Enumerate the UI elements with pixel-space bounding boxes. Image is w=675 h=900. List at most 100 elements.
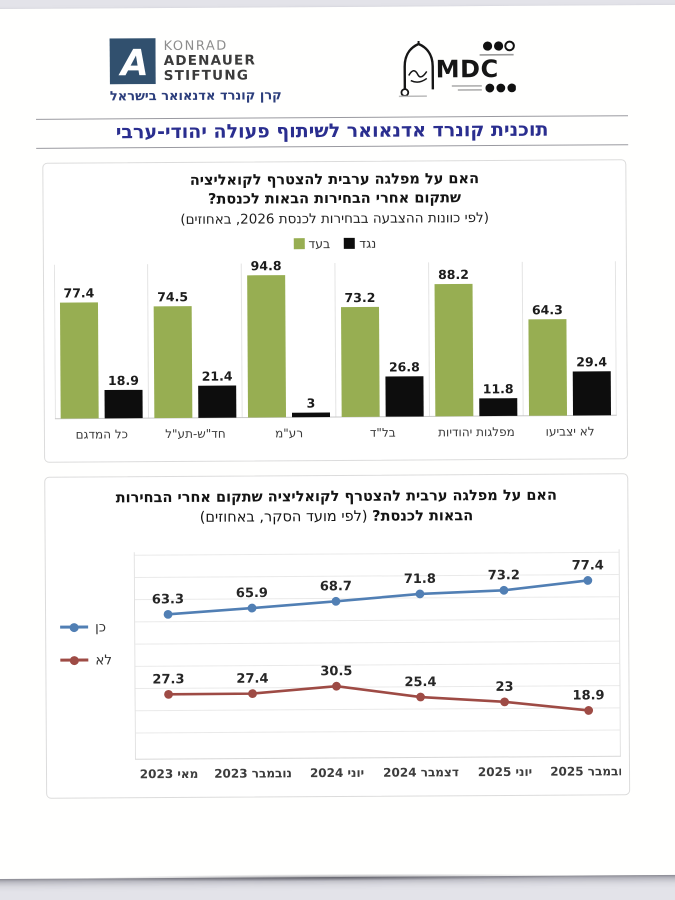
point-value-label: 63.3 [152,592,184,607]
bar-value-label: 26.8 [389,359,420,374]
category-label: בל"ד [370,426,396,440]
page-bottom-shadow [76,872,567,883]
data-point [163,609,173,619]
bar-segment [572,371,612,416]
page-title: תוכנית קונרד אדנאואר לשיתוף פעולה יהודי-… [115,118,549,144]
category-label: חד"ש-תע"ל [165,427,226,441]
point-value-label: 30.5 [320,664,352,679]
legend-label-yes: כן [95,618,107,635]
bar-segment [247,275,287,418]
plot-right-border [618,549,621,757]
data-point [415,589,425,599]
legend-marker-no-icon [60,658,89,662]
x-axis-label: נובמבר 2025 [550,764,621,778]
category-separator [240,263,243,418]
kas-logo: A KONRAD ADENAUER STIFTUNG קרן קונרד אדנ… [109,37,282,104]
point-value-label: 68.7 [320,579,352,594]
bar-chart-subtitle: (לפי כוונות ההצבעה בבחירות לכנסת 2026, ב… [180,210,490,228]
main-title-band: תוכנית קונרד אדנאואר לשיתוף פעולה יהודי-… [36,115,629,149]
bar-segment [528,319,568,416]
x-axis-label: יוני 2025 [478,765,532,779]
legend-marker-yes-icon [60,625,89,629]
header: A KONRAD ADENAUER STIFTUNG קרן קונרד אדנ… [0,35,675,105]
category-label: מפלגות יהודיות [438,425,515,439]
data-point [500,697,509,707]
legend-item-against: נגד [344,236,376,251]
data-point [584,706,594,715]
mdc-acronym: MDC [435,55,498,83]
point-value-label: 71.8 [404,572,436,587]
legend-swatch-against [344,237,356,249]
bar-chart-card: האם על מפלגה ערבית להצטרף לקואליציה שתקו… [42,159,629,463]
point-value-label: 27.3 [152,672,184,687]
data-line [167,684,590,712]
gridline [135,640,620,645]
line-chart-card: האם על מפלגה ערבית להצטרף לקואליציה שתקו… [44,473,631,799]
line-chart-title: האם על מפלגה ערבית להצטרף לקואליציה שתקו… [97,486,575,529]
data-point [247,603,257,613]
category-separator [521,261,524,416]
kas-logo-mark-icon: A [109,38,156,85]
data-point [583,576,593,585]
bar-segment [59,302,99,419]
line-chart-svg: 63.3 65.9 68.7 71.8 73.2 77.4 27.3 27.4 30.5 25.4… [133,549,621,781]
category-label: כל המדגם [76,427,129,441]
point-value-label: 25.4 [404,675,436,690]
x-axis-label: מאי 2023 [140,767,199,781]
mdc-logo-graphic-icon: MDC [398,40,517,98]
x-axis-line [134,755,621,760]
bar-value-label: 29.4 [576,354,607,369]
gridline [135,707,620,712]
legend-label-for: בעד [308,236,331,252]
point-value-label: 73.2 [488,568,520,583]
bar-segment [434,283,474,417]
x-axis-label: נובמבר 2023 [214,766,292,780]
bar-value-label: 18.9 [108,373,139,388]
bar-value-label: 21.4 [202,369,233,384]
x-axis-label: יוני 2024 [310,766,364,780]
gridline [135,662,620,667]
bar-segment [198,385,237,418]
legend-label-against: נגד [359,235,377,251]
bar-value-label: 3 [307,396,316,411]
bar-segment [385,376,424,417]
gridline [134,573,619,578]
category-separator [147,264,150,419]
gridline [135,685,620,690]
category-separator [334,262,337,417]
bar-segment [104,389,143,419]
bar-segment [291,412,331,418]
line-chart-subtitle: (לפי מועד הסקר, באחוזים) [199,508,368,526]
bar-value-label: 88.2 [438,267,469,282]
bar-segment [153,306,193,419]
svg-text:A: A [118,43,149,84]
data-point [331,596,341,606]
legend-swatch-for [293,238,305,250]
data-point [499,585,509,595]
bar-value-label: 77.4 [63,285,94,300]
legend-label-no: לא [95,651,113,668]
bar-chart-title-line2: שתקום אחרי הבחירות הבאות לכנסת? [207,190,462,208]
legend-item-for: בעד [293,236,330,251]
x-axis-line [54,414,617,420]
point-value-label: 77.4 [572,558,604,573]
point-value-label: 65.9 [236,586,268,601]
point-value-label: 18.9 [572,688,604,703]
data-line [166,579,590,616]
mdc-logo: MDC [393,38,517,103]
data-point [416,692,425,702]
point-value-label: 23 [495,680,513,695]
bar-value-label: 74.5 [157,289,188,304]
legend-item-yes: כן [60,619,134,635]
point-value-label: 27.4 [236,672,268,687]
bar-segment [341,306,380,417]
data-point [248,689,257,699]
bar-value-label: 73.2 [344,290,375,305]
category-label: רע"מ [275,426,303,440]
legend-item-no: לא [60,652,134,668]
kas-word-stiftung: STIFTUNG [163,67,250,85]
bar-chart-legend: בעד נגד [44,234,626,253]
bar-value-label: 94.8 [251,258,282,273]
category-separator [614,261,617,416]
bar-value-label: 11.8 [483,381,514,396]
